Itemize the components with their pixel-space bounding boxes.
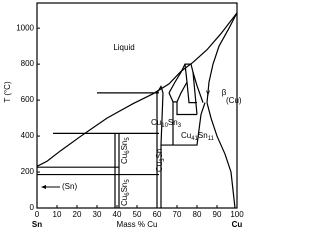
label-part: Cu	[120, 154, 129, 164]
phase-boundary	[156, 85, 164, 208]
y-axis-label: T (°C)	[3, 81, 12, 103]
arrow-head	[41, 185, 46, 189]
x-tick-label: 100	[230, 210, 244, 219]
x-tick-label: 20	[73, 210, 82, 219]
label-part: 6	[125, 150, 131, 154]
end-label: Cu	[232, 220, 243, 229]
y-tick-label: 1000	[16, 23, 34, 32]
plot-frame	[36, 2, 238, 209]
y-tick-label: 0	[30, 203, 35, 212]
y-tick-label: 800	[21, 59, 35, 68]
label-part: 3	[160, 158, 166, 162]
phase-label: Liquid	[113, 43, 134, 52]
chart: T (°C) Mass % Cu Sn Cu Liquid γ β (Cu) (…	[3, 2, 244, 229]
label-part: Sn	[120, 141, 129, 151]
label-part: 5	[125, 137, 131, 141]
y-tick-label: 200	[21, 167, 35, 176]
x-tick-label: 80	[193, 210, 202, 219]
x-tick-label: 30	[93, 210, 102, 219]
end-label: Sn	[32, 220, 42, 229]
label-part: Cu	[120, 196, 129, 206]
phase-label: β	[222, 88, 227, 97]
phase-label: (Sn)	[62, 182, 77, 191]
x-tick-label: 50	[133, 210, 142, 219]
phase-label: Cu41Sn11	[181, 131, 215, 141]
phase-label: Cu10Sn3	[151, 118, 182, 128]
phase-label: (Cu)	[226, 96, 242, 105]
x-tick-label: 90	[213, 210, 222, 219]
label-part: 5	[125, 179, 131, 183]
phase-label: Cu6Sn5	[120, 137, 130, 164]
x-axis-label: Mass % Cu	[117, 220, 158, 229]
y-tick-label: 600	[21, 95, 35, 104]
y-tick-label: 400	[21, 131, 35, 140]
label-part: 6	[125, 192, 131, 196]
label-part: 3	[178, 123, 182, 129]
label-part: 11	[208, 136, 215, 142]
phase-boundary	[36, 12, 238, 167]
label-part: Cu	[151, 118, 161, 127]
phase-boundary	[161, 102, 206, 146]
x-tick-label: 0	[35, 210, 40, 219]
phase-label: Cu3Sn	[155, 149, 165, 172]
label-part: Sn	[155, 149, 164, 159]
label-part: Cu	[155, 162, 164, 172]
label-part: 10	[161, 123, 168, 129]
phase-boundary	[206, 102, 236, 209]
x-tick-label: 40	[113, 210, 122, 219]
phase-boundary	[168, 81, 188, 103]
label-part: Sn	[198, 131, 208, 140]
x-tick-label: 70	[173, 210, 182, 219]
phase-boundary	[192, 72, 204, 103]
label-part: Cu	[181, 131, 191, 140]
x-tick-label: 10	[53, 210, 62, 219]
label-part: Sn	[120, 183, 129, 193]
label-part: 41	[191, 136, 198, 142]
phase-label: Cu6Sn5	[120, 179, 130, 206]
phase-boundary	[184, 64, 197, 104]
phase-boundary	[206, 12, 238, 103]
x-tick-label: 60	[153, 210, 162, 219]
phase-boundary	[176, 101, 197, 116]
